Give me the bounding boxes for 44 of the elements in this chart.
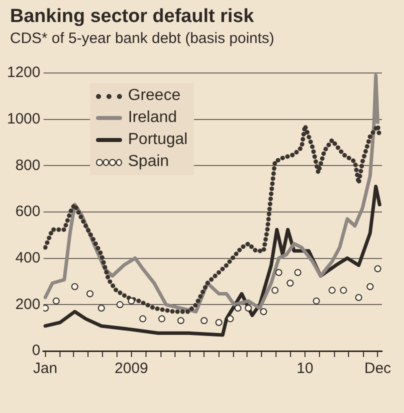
point [71, 283, 78, 290]
y-tick-label: 200 [15, 296, 40, 313]
legend-label: Spain [128, 152, 169, 172]
point [98, 304, 105, 312]
point [43, 304, 49, 312]
point [366, 283, 374, 290]
x-tick-label: 2009 [114, 360, 148, 378]
point [128, 297, 135, 304]
y-tick-label: 800 [15, 156, 40, 174]
point [116, 301, 124, 308]
point [177, 317, 184, 324]
point [286, 280, 294, 287]
point [215, 319, 222, 326]
point [260, 308, 268, 316]
point [328, 286, 336, 294]
y-tick-label: 600 [15, 203, 40, 220]
line-series [43, 124, 382, 314]
point [52, 297, 60, 304]
chart-subtitle: CDS* of 5-year bank debt (basis points) [9, 29, 276, 47]
point [294, 268, 302, 276]
y-tick-label: 0 [32, 342, 40, 360]
point [226, 315, 234, 322]
x-tick-label: 10 [296, 360, 314, 378]
point [139, 315, 146, 322]
point [374, 265, 382, 272]
x-tick-label: Dec [364, 360, 392, 378]
point [275, 268, 282, 276]
legend-label: Ireland [128, 108, 177, 128]
point [158, 315, 166, 322]
point [200, 317, 208, 324]
y-tick-label: 1200 [6, 64, 40, 82]
point [312, 297, 320, 304]
x-tick-label: Jan [33, 360, 58, 378]
point [271, 286, 278, 294]
y-tick-label: 1000 [6, 110, 40, 128]
y-tick-label: 400 [15, 249, 40, 266]
point [340, 286, 347, 294]
point [355, 294, 362, 301]
legend-label: Greece [128, 86, 180, 106]
point [244, 304, 252, 312]
point [234, 304, 242, 312]
legend-label: Portugal [128, 130, 188, 150]
point [86, 290, 94, 298]
chart-title: Banking sector default risk [9, 5, 255, 28]
